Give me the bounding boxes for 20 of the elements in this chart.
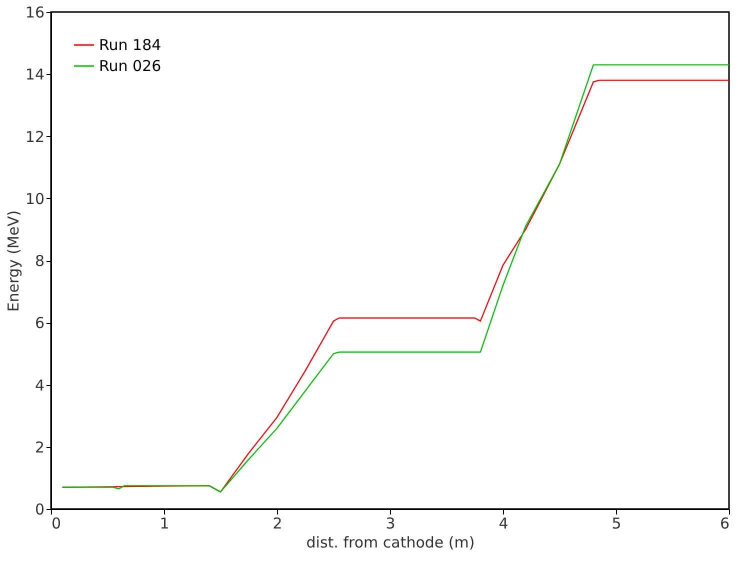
x-tick-label: 4 xyxy=(498,514,508,532)
x-tick-label: 2 xyxy=(272,514,282,532)
y-tick-label: 16 xyxy=(25,4,44,22)
y-tick-label: 4 xyxy=(34,376,44,394)
y-axis-title: Energy (MeV) xyxy=(4,210,22,312)
y-tick-label: 8 xyxy=(34,252,44,270)
y-tick-label: 10 xyxy=(25,190,44,208)
x-tick-label: 1 xyxy=(160,514,170,532)
x-tick-label: 5 xyxy=(612,514,622,532)
y-tick-label: 14 xyxy=(25,66,44,84)
x-tick-label: 0 xyxy=(52,514,62,532)
y-tick-label: 2 xyxy=(34,438,44,456)
legend-label: Run 184 xyxy=(99,36,162,54)
x-axis-title: dist. from cathode (m) xyxy=(306,534,475,552)
y-tick-label: 0 xyxy=(34,500,44,518)
x-tick-label: 6 xyxy=(720,514,730,532)
y-tick-label: 12 xyxy=(25,128,44,146)
x-tick-label: 3 xyxy=(386,514,396,532)
legend-label: Run 026 xyxy=(99,57,162,75)
y-tick-label: 6 xyxy=(34,314,44,332)
